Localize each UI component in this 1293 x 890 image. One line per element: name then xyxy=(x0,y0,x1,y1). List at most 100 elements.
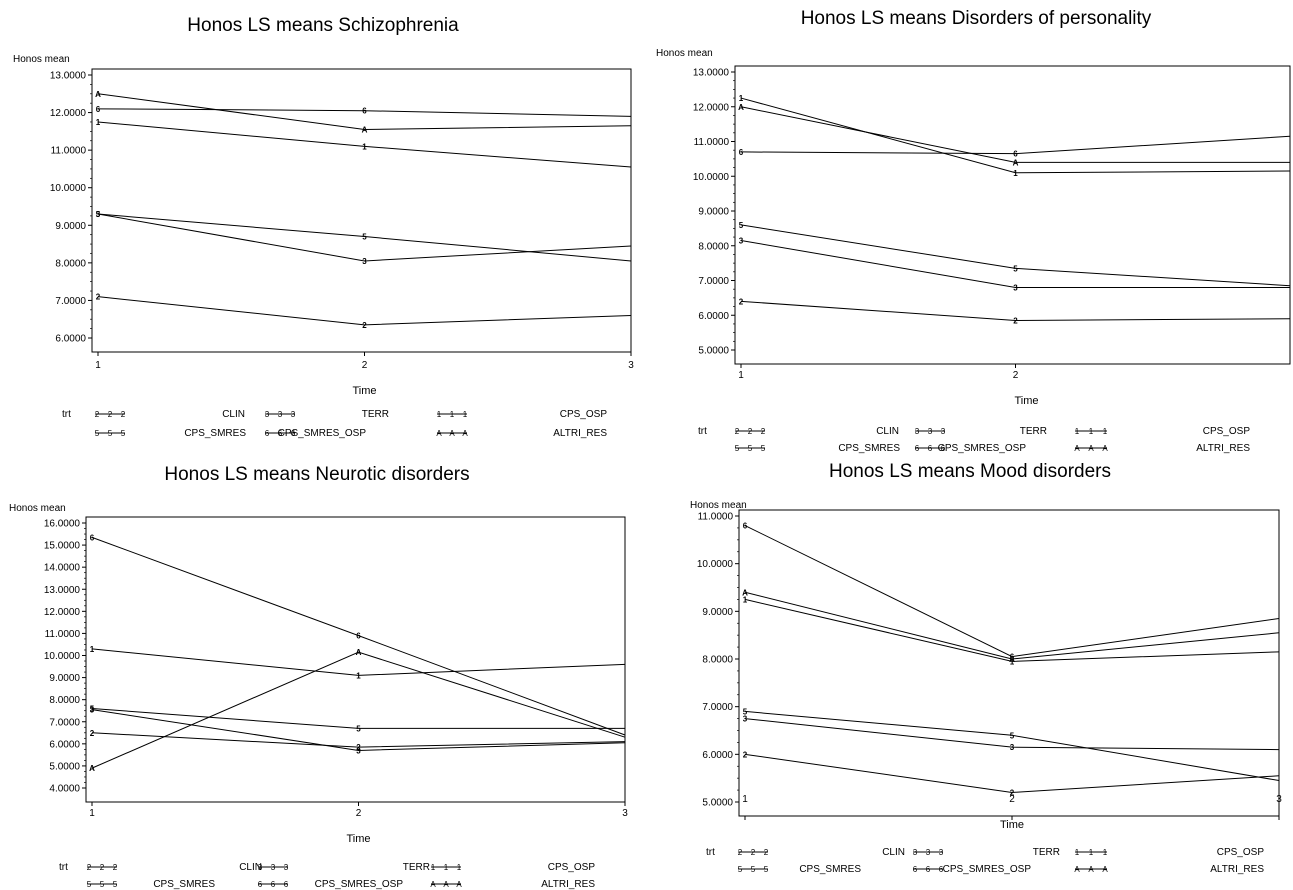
chart-4-legend-sym-2-marker-2: 1 xyxy=(1103,848,1108,857)
chart-2-title: Honos LS means Disorders of personality xyxy=(801,8,1152,29)
chart-2-legend-sym-1-marker-0: 3 xyxy=(915,427,920,436)
chart-4-legend-label-1: TERR xyxy=(1033,847,1060,858)
chart-4-legend-sym-1-marker-2: 3 xyxy=(939,848,944,857)
chart-4-legend-sym-4-marker-0: 6 xyxy=(913,865,918,874)
chart-2-series-2-point-0: 3 xyxy=(739,237,744,246)
chart-3-plot-frame xyxy=(85,516,626,803)
chart-3-x-tick-label-0: 1 xyxy=(89,808,95,819)
chart-1-y-axis-label: Honos mean xyxy=(13,54,70,65)
chart-1-y-tick-label-2: 8.0000 xyxy=(55,258,86,269)
chart-1-series-4-point-1: 6 xyxy=(362,107,367,116)
chart-1-legend-sym-3-marker-2: 5 xyxy=(121,429,126,438)
chart-3-series-4-point-0: 6 xyxy=(90,533,95,542)
chart-4-legend-title: trt xyxy=(706,847,715,858)
chart-4-series-3-line xyxy=(744,710,1280,782)
chart-3-series-3-point-1: 5 xyxy=(356,724,361,733)
chart-1-plot-frame xyxy=(91,68,632,353)
chart-3-y-tick-label-1: 5.0000 xyxy=(49,761,80,772)
chart-1-series-1-point-0: 2 xyxy=(96,293,101,302)
chart-2-series-5-point-0: A xyxy=(738,103,744,112)
chart-3-legend-sym-3-marker-1: 5 xyxy=(100,880,105,889)
chart-4-x-axis-label: Time xyxy=(1000,819,1024,831)
chart-4-series-2-point-0: 3 xyxy=(743,715,748,724)
chart-1-legend-sym-2-marker-1: 1 xyxy=(450,410,455,419)
chart-3-legend-label-3: CPS_SMRES xyxy=(153,879,215,890)
chart-1-legend-title: trt xyxy=(62,409,71,420)
chart-2-legend-sym-1-marker-2: 3 xyxy=(941,427,946,436)
chart-4-series-4-point-0: 6 xyxy=(743,522,748,531)
chart-1-legend-label-5: ALTRI_RES xyxy=(553,428,607,439)
chart-3-y-tick-label-5: 9.0000 xyxy=(49,673,80,684)
chart-2-y-tick-label-0: 5.0000 xyxy=(698,346,729,357)
chart-2-legend-label-3: CPS_SMRES xyxy=(838,443,900,454)
chart-2-y-tick-label-3: 8.0000 xyxy=(698,241,729,252)
chart-2-x-tick-label-0: 1 xyxy=(738,370,744,381)
chart-2-legend-label-5: ALTRI_RES xyxy=(1196,443,1250,454)
chart-3-legend-sym-1-marker-1: 3 xyxy=(271,863,276,872)
chart-4-legend-sym-3-marker-2: 5 xyxy=(764,865,769,874)
chart-4-series-3-point-0: 5 xyxy=(743,707,748,716)
chart-4-legend-sym-1-marker-0: 3 xyxy=(913,848,918,857)
chart-1-series-2-line xyxy=(97,213,632,262)
chart-3-legend-sym-5-marker-1: A xyxy=(443,880,449,889)
chart-3-y-tick-label-0: 4.0000 xyxy=(49,784,80,795)
chart-1-legend-sym-1-marker-0: 3 xyxy=(265,410,270,419)
chart-1-legend-sym-0-marker-2: 2 xyxy=(121,410,126,419)
chart-2-legend-sym-4-marker-2: 6 xyxy=(941,444,946,453)
chart-4-series-5-point-1: A xyxy=(1009,655,1015,664)
chart-3-title: Honos LS means Neurotic disorders xyxy=(164,464,469,485)
chart-4-series-5-line xyxy=(744,591,1280,660)
chart-1-legend-sym-4-marker-1: 6 xyxy=(278,429,283,438)
chart-2-series-2-line xyxy=(740,240,1290,288)
chart-3-legend-sym-2-marker-1: 1 xyxy=(444,863,449,872)
chart-4-y-tick-label-2: 7.0000 xyxy=(702,702,733,713)
chart-3-series-2-point-1: 3 xyxy=(356,746,361,755)
chart-1-legend-sym-3-marker-1: 5 xyxy=(108,429,113,438)
chart-1-series-0-point-0: 1 xyxy=(96,118,101,127)
chart-3-legend-sym-0-marker-2: 2 xyxy=(113,863,118,872)
chart-4-legend-label-5: ALTRI_RES xyxy=(1210,864,1264,875)
chart-3-y-tick-label-12: 16.0000 xyxy=(44,519,81,530)
chart-2-series-5-line xyxy=(740,106,1290,163)
chart-1-y-tick-label-6: 12.0000 xyxy=(50,108,87,119)
chart-3-y-tick-label-8: 12.0000 xyxy=(44,607,81,618)
chart-2-y-tick-label-7: 12.0000 xyxy=(693,102,730,113)
chart-4-legend-sym-0-marker-0: 2 xyxy=(738,848,743,857)
chart-4-series-1-point-1: 2 xyxy=(1010,788,1015,797)
chart-3-legend-sym-5-marker-0: A xyxy=(430,880,436,889)
chart-2-legend-sym-0-marker-0: 2 xyxy=(735,427,740,436)
chart-2-legend-title: trt xyxy=(698,426,707,437)
chart-3-y-tick-label-9: 13.0000 xyxy=(44,585,81,596)
chart-3-y-axis-label: Honos mean xyxy=(9,503,66,514)
chart-3-series-4-line xyxy=(91,536,626,736)
chart-2-legend-sym-1-marker-1: 3 xyxy=(928,427,933,436)
chart-3-y-tick-label-2: 6.0000 xyxy=(49,739,80,750)
chart-1-series-3-point-0: 5 xyxy=(96,210,101,219)
chart-4-series-1-line xyxy=(744,753,1280,793)
chart-3-series-2-line xyxy=(91,709,626,751)
chart-2-legend-sym-4-marker-0: 6 xyxy=(915,444,920,453)
chart-4-x-tick-label-2: 3 xyxy=(1276,794,1282,805)
chart-4-legend-sym-2-marker-0: 1 xyxy=(1075,848,1080,857)
chart-2-legend-sym-3-marker-2: 5 xyxy=(761,444,766,453)
chart-2-series-0-line xyxy=(740,97,1291,174)
chart-2-legend-sym-3-marker-0: 5 xyxy=(735,444,740,453)
chart-1-series-5-line xyxy=(97,93,632,130)
chart-3-x-axis-label: Time xyxy=(346,833,370,845)
chart-3-series-4-point-1: 6 xyxy=(356,632,361,641)
chart-3-legend-label-5: ALTRI_RES xyxy=(541,879,595,890)
chart-1-y-tick-label-5: 11.0000 xyxy=(51,146,87,157)
chart-4-y-tick-label-5: 10.0000 xyxy=(697,559,734,570)
chart-1-y-tick-label-0: 6.0000 xyxy=(55,334,86,345)
chart-1-legend-sym-5-marker-0: A xyxy=(436,429,442,438)
chart-4-x-tick-label-0: 1 xyxy=(742,794,748,805)
chart-3-series-5-point-0: A xyxy=(89,764,95,773)
chart-3-legend-label-0: CLIN xyxy=(239,862,262,873)
chart-2-series-2-point-1: 3 xyxy=(1013,283,1018,292)
chart-1-series-0-point-1: 1 xyxy=(362,142,367,151)
chart-1-series-3-point-1: 5 xyxy=(362,233,367,242)
chart-2-legend-label-1: TERR xyxy=(1020,426,1047,437)
chart-2-legend-sym-5-marker-1: A xyxy=(1088,444,1094,453)
chart-1-series-2-point-1: 3 xyxy=(362,257,367,266)
chart-2-y-tick-label-5: 10.0000 xyxy=(693,172,730,183)
